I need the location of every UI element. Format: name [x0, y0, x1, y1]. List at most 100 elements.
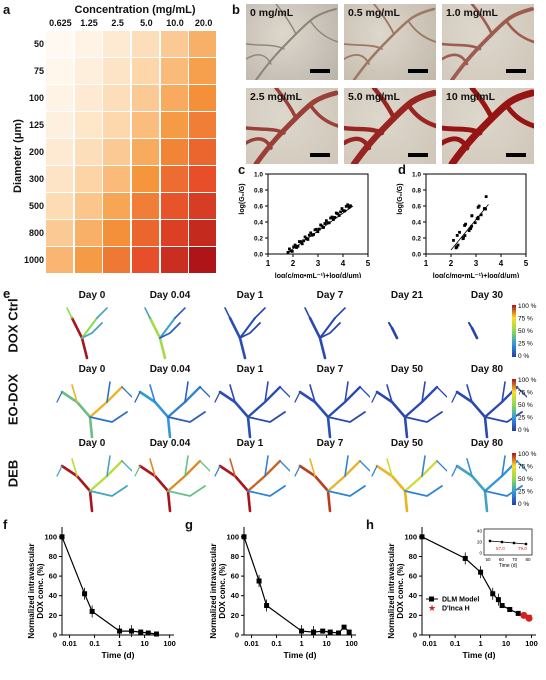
legend-star-icon: ★ — [428, 603, 436, 613]
row-name: DOX Ctrl — [5, 298, 21, 353]
tree-branch — [319, 322, 341, 339]
row-name: DEB — [5, 459, 21, 488]
x-tick-label: 1 — [424, 259, 429, 268]
tree-branch — [264, 455, 269, 477]
tree-branch — [308, 316, 327, 360]
data-point — [310, 629, 316, 635]
x-tick-label: 0.1 — [89, 639, 99, 648]
photo-label: 2.5 mg/mL — [250, 91, 302, 103]
y-tick-label: 0.4 — [412, 220, 421, 227]
day-label: Day 50 — [390, 364, 424, 375]
data-point — [290, 249, 294, 253]
vessel-branch — [469, 88, 495, 121]
data-point — [302, 239, 306, 243]
heatmap-col-label: 2.5 — [111, 18, 124, 28]
y-tick-label: 80 — [231, 552, 239, 561]
heatmap-cell — [160, 247, 188, 273]
panel-label-h: h — [366, 517, 374, 532]
data-point — [461, 236, 465, 240]
colorbar: 100 % 75 % 50 % 25 % 0 % — [512, 451, 537, 508]
vessel-photo: 0 mg/mL — [246, 4, 338, 80]
x-tick-label: 1 — [479, 639, 483, 648]
tree-branch — [484, 485, 523, 497]
scale-bar — [408, 153, 428, 157]
tree-branch — [88, 385, 124, 419]
data-point — [468, 226, 472, 230]
tree-branch — [239, 322, 261, 339]
data-point — [145, 630, 151, 636]
tree-branch — [149, 458, 156, 477]
data-point — [312, 233, 315, 236]
colorbar: 100 % 75 % 50 % 25 % 0 % — [512, 303, 537, 360]
inset-x-tick: 70 — [512, 557, 518, 562]
data-point — [300, 242, 304, 246]
heatmap-cell — [46, 247, 74, 273]
scale-bar — [408, 69, 428, 73]
vessel-branch — [309, 104, 338, 128]
heatmap-cell — [74, 112, 102, 138]
tree-branch — [60, 464, 94, 513]
heatmap-cell — [74, 85, 102, 111]
heatmap-col-label: 20.0 — [194, 18, 213, 28]
vessel-branch — [344, 53, 370, 65]
data-point — [319, 223, 323, 227]
tree-branch — [304, 307, 311, 319]
data-point — [241, 534, 247, 540]
data-point — [336, 630, 342, 636]
data-point — [128, 628, 134, 634]
vascular-tree — [214, 455, 290, 513]
data-point — [463, 234, 467, 237]
data-point — [323, 222, 327, 225]
y-tick-label: 0 — [413, 631, 417, 640]
data-point — [322, 226, 325, 229]
heatmap-cell — [160, 85, 188, 111]
vessel-photo: 10 mg/mL — [442, 88, 534, 164]
vessel-branch — [275, 4, 297, 35]
tree-branch — [344, 381, 349, 403]
tree-branch — [166, 459, 202, 493]
tree-branch — [359, 460, 370, 472]
x-tick-label: 2 — [291, 259, 296, 268]
data-point — [286, 251, 290, 254]
tree-branch — [167, 411, 206, 423]
data-point — [456, 243, 460, 247]
heatmap-cell — [74, 58, 102, 84]
x-tick-label: 0.1 — [450, 639, 460, 648]
day-label: Day 0 — [78, 438, 106, 449]
tree-branch — [451, 465, 458, 477]
colorbar-label: 50 % — [518, 476, 533, 483]
vascular-tree — [371, 455, 447, 513]
tree-branch — [516, 386, 527, 398]
tree-branch — [229, 384, 236, 403]
y-tick-label: 100 — [44, 532, 57, 541]
heatmap-cell — [103, 220, 131, 246]
tree-branch — [294, 465, 301, 477]
data-point — [292, 245, 296, 249]
legend-label: DLM Model — [442, 597, 479, 604]
tree-branch — [106, 381, 111, 403]
x-tick-label: 3 — [316, 259, 321, 268]
x-tick-label: 100 — [163, 639, 176, 648]
day-label: Day 50 — [390, 438, 424, 449]
data-point — [336, 212, 340, 216]
vessel-branch — [408, 21, 436, 43]
heatmap-cell — [132, 31, 160, 57]
tree-branch — [318, 316, 337, 340]
data-point — [117, 628, 123, 634]
tree-branch — [421, 455, 426, 477]
tree-branch — [421, 381, 426, 403]
day-label: Day 1 — [236, 290, 264, 301]
tree-branch — [309, 458, 316, 477]
vessel-branch — [344, 43, 383, 50]
x-tick-label: 1 — [266, 259, 271, 268]
inset-point — [488, 539, 492, 543]
vessel-branch — [505, 20, 534, 44]
colorbar-label: 25 % — [518, 341, 533, 348]
colorbar-label: 0 % — [518, 353, 529, 360]
tree-branch — [279, 386, 290, 398]
data-point — [455, 245, 459, 249]
data-point — [324, 219, 328, 223]
tree-branch — [455, 464, 489, 513]
vascular-tree-panel: DOX Ctrl Day 0 Day 0.04 Day 1 Day 7 Day 21 Day… — [0, 290, 546, 516]
tree-branch — [71, 458, 78, 477]
